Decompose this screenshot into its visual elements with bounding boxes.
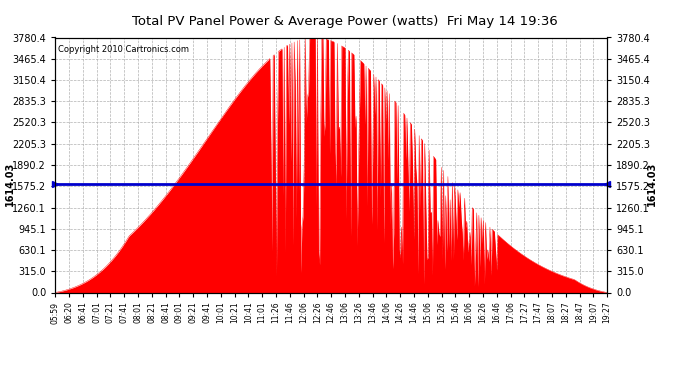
Text: 1614.03: 1614.03 bbox=[647, 162, 657, 206]
Text: Copyright 2010 Cartronics.com: Copyright 2010 Cartronics.com bbox=[58, 45, 189, 54]
Text: Total PV Panel Power & Average Power (watts)  Fri May 14 19:36: Total PV Panel Power & Average Power (wa… bbox=[132, 15, 558, 28]
Text: 1614.03: 1614.03 bbox=[6, 162, 15, 206]
